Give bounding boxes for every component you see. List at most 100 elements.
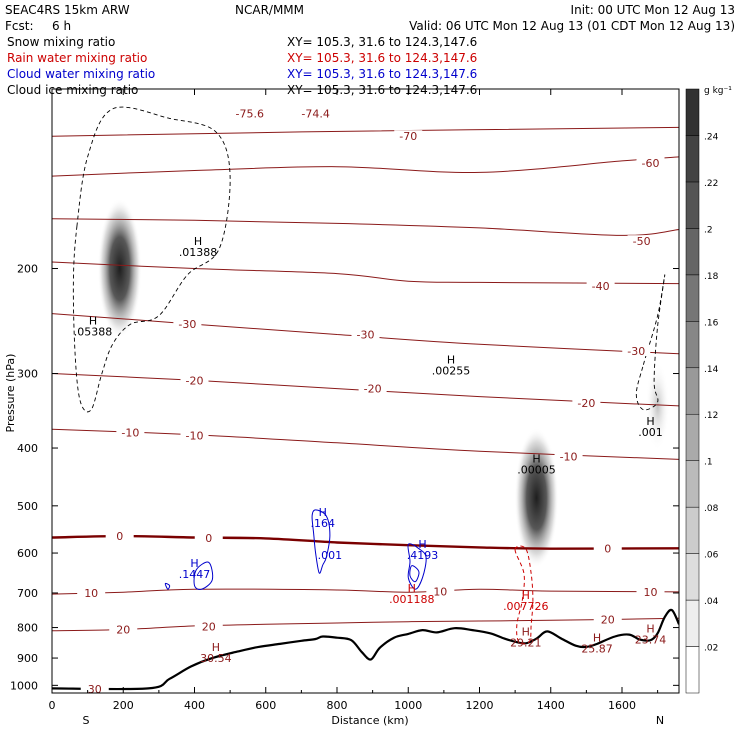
isotherm-zero	[52, 534, 679, 550]
isotherm-label-bg	[173, 318, 202, 330]
x-tick-label: 1000	[394, 699, 422, 712]
isotherm-label: -10	[121, 427, 139, 440]
isotherm-label: -70	[399, 130, 417, 143]
isotherm-label-bg	[636, 156, 665, 168]
isotherm-label: 30	[88, 683, 102, 696]
isotherm-label: -60	[642, 157, 660, 170]
plot-frame	[51, 88, 680, 694]
isotherm-label: 20	[601, 613, 615, 626]
isotherm-label: 10	[644, 586, 658, 599]
maximum-value: .4193	[407, 549, 439, 562]
cloud-water-contour	[409, 565, 420, 583]
maximum-marker: H	[212, 641, 220, 654]
isotherm-line	[52, 588, 679, 595]
isotherm-label-bg	[105, 530, 134, 542]
isotherm-line	[52, 156, 679, 177]
field-xy-2: XY= 105.3, 31.6 to 124.3,147.6	[287, 67, 477, 81]
isotherm-label-bg	[194, 531, 223, 543]
isotherm-label-bg	[235, 107, 264, 119]
maximum-value: .007726	[503, 600, 549, 613]
colorbar-tick-label: .2	[704, 225, 713, 235]
isotherm-label: -30	[357, 328, 375, 341]
cloud-water-contour	[193, 561, 214, 590]
maximum-value: .001188	[389, 593, 435, 606]
valid-time: Valid: 06 UTC Mon 12 Aug 13 (01 CDT Mon …	[409, 19, 735, 33]
isotherm-label-bg	[180, 374, 209, 386]
fcst-value: 6 h	[52, 19, 71, 33]
colorbar-swatch	[685, 367, 700, 415]
x-tick-label: 400	[184, 699, 205, 712]
cloud-ice-contour	[635, 274, 666, 411]
terrain-fill	[52, 610, 679, 693]
y-tick-label: 200	[17, 263, 38, 276]
isotherm-label-bg	[593, 542, 622, 554]
init-time: Init: 00 UTC Mon 12 Aug 13	[571, 3, 735, 17]
y-tick-label: 900	[17, 652, 38, 665]
isotherm-line	[52, 126, 679, 137]
isotherm-line	[52, 261, 679, 285]
field-name-1: Rain water mixing ratio	[7, 51, 147, 65]
isotherm-label-bg	[358, 382, 387, 394]
maximum-value: .00005	[517, 464, 556, 477]
y-tick-label: 800	[17, 622, 38, 635]
maximum-value: .001	[638, 426, 663, 439]
x-tick-label: 0	[49, 699, 56, 712]
isotherm-label: -30	[178, 318, 196, 331]
isotherm-label: -74.4	[301, 108, 329, 121]
cloud-water-contour	[164, 582, 171, 590]
y-tick-label: 600	[17, 547, 38, 560]
rain-contour	[514, 545, 534, 645]
maximum-value: .05388	[74, 325, 113, 338]
isotherm-label: -75.6	[235, 108, 263, 121]
maximum-value: 25.87	[581, 643, 613, 656]
maximum-value: .001	[318, 549, 343, 562]
isotherm-label: -30	[627, 345, 645, 358]
cloud-water-contour	[407, 543, 427, 590]
colorbar-tick-label: .02	[704, 644, 718, 654]
isotherm-label: 0	[604, 542, 611, 555]
isotherm-label-bg	[394, 130, 423, 142]
isotherm-label-bg	[194, 620, 223, 632]
isotherm-label-bg	[622, 344, 651, 356]
snow-core-0	[97, 198, 142, 339]
y-tick-label: 700	[17, 587, 38, 600]
snow-core-1	[514, 427, 559, 568]
x-tick-label: 200	[113, 699, 134, 712]
y-tick-label: 400	[17, 442, 38, 455]
isotherm-label: -40	[592, 280, 610, 293]
isotherm-label: 0	[205, 532, 212, 545]
maximum-marker: H	[646, 623, 654, 636]
isotherm-line	[52, 313, 679, 355]
field-xy-3: XY= 105.3, 31.6 to 124.3,147.6	[287, 83, 477, 97]
isotherm-label: 0	[116, 530, 123, 543]
colorbar-swatch	[685, 321, 700, 369]
colorbar-tick-label: .16	[704, 318, 719, 328]
isotherm-label: 20	[202, 621, 216, 634]
terrain-line	[52, 608, 679, 691]
isotherm-label-bg	[109, 623, 138, 635]
y-tick-label: 300	[17, 368, 38, 381]
isotherm-label-bg	[554, 450, 583, 462]
maximum-marker: H	[418, 538, 426, 551]
maximum-marker: H	[319, 506, 327, 519]
maximum-value: .00255	[432, 365, 471, 378]
x-tick-label: 800	[327, 699, 348, 712]
colorbar-swatch	[685, 506, 700, 554]
center-title: NCAR/MMM	[235, 3, 304, 17]
maximum-marker: H	[522, 626, 530, 639]
header: SEAC4RS 15km ARW NCAR/MMM Init: 00 UTC M…	[5, 3, 735, 97]
isotherm-label: -10	[186, 429, 204, 442]
maximum-value: 29.21	[510, 637, 542, 650]
colorbar-unit: g kg⁻¹	[704, 86, 732, 96]
maximum-marker: H	[190, 557, 198, 570]
colorbar-tick-label: .08	[704, 504, 719, 514]
isotherm-label: -50	[633, 235, 651, 248]
colorbar-tick-label: .1	[704, 458, 713, 468]
colorbar-tick-label: .22	[704, 179, 718, 189]
isotherm-line	[52, 373, 679, 407]
plot-area	[52, 106, 679, 693]
colorbar-tick-label: .12	[704, 411, 718, 421]
maximum-marker: H	[194, 235, 202, 248]
x-axis-title: Distance (km)	[331, 714, 408, 727]
